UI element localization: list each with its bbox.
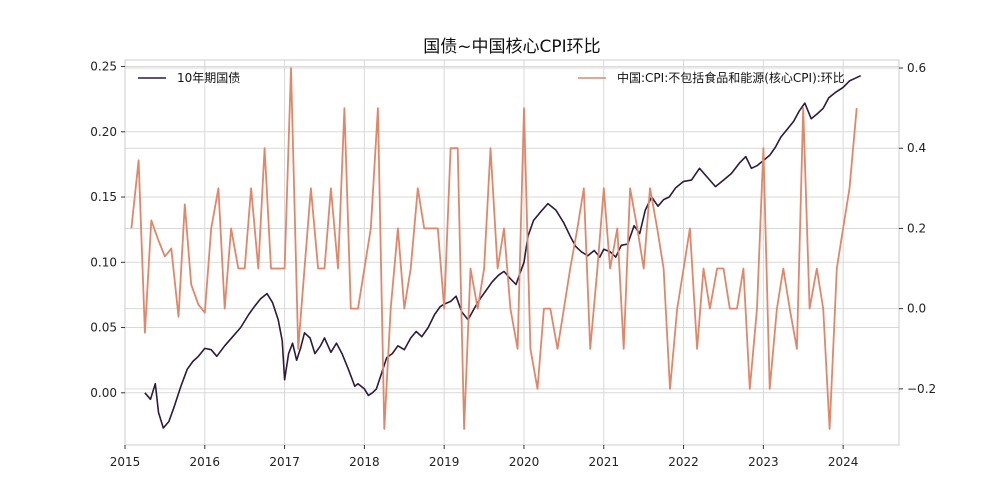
chart-title: 国债~中国核心CPI环比 <box>423 37 600 57</box>
x-tick-label: 2020 <box>509 455 540 469</box>
right-tick-label: 0.4 <box>907 141 926 155</box>
legend-right: 中国:CPI:不包括食品和能源(核心CPI):环比 <box>578 70 845 85</box>
right-y-axis: −0.2 0.0 0.2 0.4 0.6 <box>899 61 936 396</box>
x-tick-label: 2023 <box>748 455 779 469</box>
plot-area-frame <box>124 59 900 446</box>
x-tick-label: 2016 <box>190 455 221 469</box>
x-tick-label: 2024 <box>828 455 859 469</box>
x-tick-label: 2017 <box>269 455 300 469</box>
right-tick-label: −0.2 <box>907 382 936 396</box>
x-tick-label: 2021 <box>588 455 619 469</box>
right-tick-label: 0.6 <box>907 61 926 75</box>
right-tick-label: 0.2 <box>907 221 926 235</box>
x-tick-label: 2019 <box>429 455 460 469</box>
legend-label-core-cpi: 中国:CPI:不包括食品和能源(核心CPI):环比 <box>617 70 845 85</box>
left-tick-label: 0.25 <box>90 60 117 74</box>
series-layer <box>130 67 862 430</box>
legend-label-10y-bond: 10年期国债 <box>177 71 240 85</box>
left-tick-label: 0.15 <box>90 190 117 204</box>
left-y-axis: 0.00 0.05 0.10 0.15 0.20 0.25 <box>90 60 125 400</box>
x-axis: 2015 2016 2017 2018 2019 2020 2021 2022 2023 2024 <box>110 445 859 469</box>
left-tick-label: 0.10 <box>90 255 117 269</box>
legend-left: 10年期国债 <box>138 71 240 85</box>
x-tick-label: 2022 <box>668 455 699 469</box>
x-tick-label: 2018 <box>349 455 380 469</box>
x-tick-label: 2015 <box>110 455 141 469</box>
grid <box>124 60 899 445</box>
right-tick-label: 0.0 <box>907 302 926 316</box>
series-line-core-cpi <box>130 67 858 430</box>
left-tick-label: 0.00 <box>90 386 117 400</box>
left-tick-label: 0.20 <box>90 125 117 139</box>
left-tick-label: 0.05 <box>90 321 117 335</box>
